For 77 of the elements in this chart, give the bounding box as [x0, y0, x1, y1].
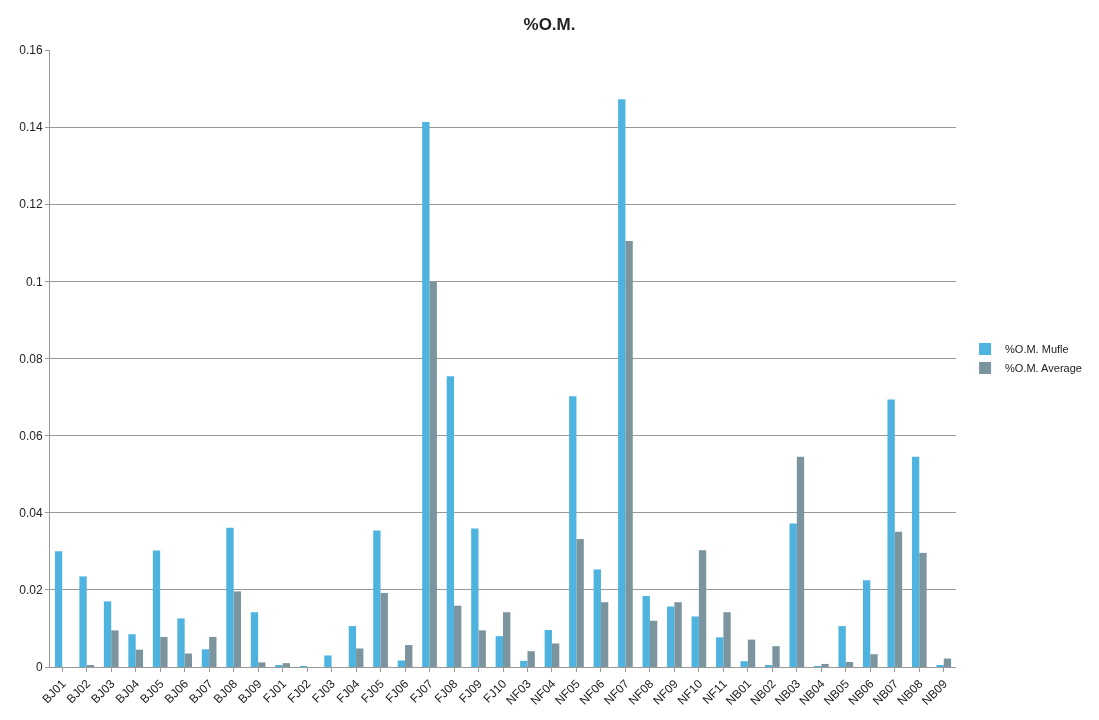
bar [796, 456, 805, 667]
bar [405, 645, 413, 667]
bar [894, 531, 903, 667]
bar [258, 662, 266, 667]
bar [527, 651, 535, 667]
bar [625, 240, 633, 667]
bar [422, 122, 430, 667]
y-tick-label: 0 [35, 660, 43, 675]
bar [691, 616, 699, 667]
bar [454, 605, 462, 667]
bar [593, 569, 601, 667]
bar [397, 660, 406, 667]
bar [649, 620, 658, 667]
bar [642, 596, 650, 667]
y-tick-label: 0.12 [19, 197, 43, 212]
bar [54, 551, 63, 667]
bar [698, 550, 707, 667]
bar [544, 629, 552, 667]
bar [184, 653, 193, 667]
bar [943, 658, 952, 667]
bar [373, 530, 381, 667]
bar [887, 399, 895, 667]
bar [226, 527, 234, 667]
bar [201, 649, 210, 667]
y-tick-label: 0.1 [25, 274, 43, 289]
bar [723, 612, 731, 667]
chart-title: %O.M. [523, 14, 576, 34]
y-tick-label: 0.08 [19, 351, 43, 366]
bar [618, 99, 626, 667]
y-tick-label: 0.06 [19, 428, 43, 443]
bar [740, 661, 748, 667]
bar [845, 661, 854, 667]
bar [503, 612, 511, 667]
bar [282, 663, 290, 667]
bar [446, 376, 455, 667]
bar [160, 636, 168, 667]
bar [569, 396, 577, 667]
bar [716, 637, 724, 667]
bar [128, 634, 136, 667]
bar [667, 606, 675, 667]
bar [772, 646, 780, 667]
y-tick-label: 0.02 [19, 583, 43, 598]
y-tick-label: 0.16 [19, 43, 43, 58]
bar [429, 281, 437, 667]
legend-label: %O.M. Mufle [1005, 343, 1069, 356]
bar [152, 550, 161, 667]
y-tick-label: 0.04 [19, 505, 43, 520]
bar [135, 649, 144, 667]
y-tick-label: 0.14 [19, 120, 43, 135]
bar [919, 552, 927, 667]
bar [250, 612, 259, 667]
bar [576, 538, 584, 667]
bar [600, 602, 609, 667]
bar [380, 592, 388, 667]
bar [103, 601, 112, 667]
bar [471, 528, 479, 667]
bar [324, 655, 332, 667]
bar [348, 626, 357, 667]
bar [233, 591, 241, 667]
bar [747, 639, 756, 667]
bar [356, 648, 364, 667]
bar [838, 626, 846, 667]
bar [79, 576, 87, 667]
legend-label: %O.M. Average [1005, 362, 1082, 375]
bar [911, 456, 920, 667]
bar [478, 630, 486, 667]
bar [495, 636, 503, 667]
bar [674, 602, 682, 667]
bar [821, 663, 829, 667]
bar [551, 643, 560, 667]
bar [177, 618, 185, 667]
bar [870, 654, 878, 667]
bar [862, 580, 871, 667]
bar [789, 523, 797, 667]
bar [111, 630, 119, 667]
bar [520, 660, 528, 667]
bar [209, 636, 217, 667]
